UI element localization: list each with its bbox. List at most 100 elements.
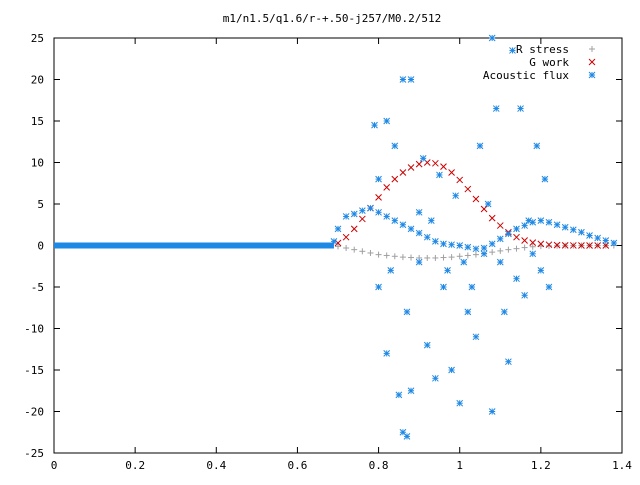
data-point-d2 [415, 229, 423, 237]
data-point-d2 [399, 76, 407, 83]
data-point [448, 169, 455, 176]
data-point [505, 246, 512, 253]
x-tick-label: 0.4 [206, 459, 226, 472]
data-point-d2 [342, 233, 350, 241]
x-tick-label: 1 [456, 459, 463, 472]
data-point-d2 [488, 34, 496, 42]
data-point [440, 163, 447, 171]
data-point-d2 [423, 233, 431, 241]
data-point-d2 [496, 222, 504, 229]
legend-label: R stress [516, 43, 569, 56]
legend-marker-d2 [588, 58, 596, 66]
data-point-d2 [407, 225, 415, 233]
data-point [391, 175, 399, 183]
data-point-d2 [586, 242, 593, 249]
data-point-d2 [561, 223, 569, 231]
data-point-d2 [496, 258, 504, 266]
data-point [497, 247, 504, 254]
data-point [594, 242, 602, 249]
data-point [375, 175, 382, 183]
data-point [359, 248, 366, 255]
data-point-d2 [440, 163, 447, 171]
data-point [545, 241, 553, 249]
data-point [464, 185, 472, 193]
data-point [472, 245, 480, 253]
data-point [496, 222, 504, 229]
data-point [452, 192, 460, 200]
data-point [569, 226, 577, 234]
data-point-d2 [529, 250, 537, 258]
data-point [358, 207, 366, 214]
data-point [545, 283, 553, 291]
data-point-d2 [358, 207, 366, 214]
data-point-d2 [403, 433, 411, 440]
data-point [578, 242, 585, 249]
data-point-d2 [561, 241, 569, 249]
data-point-d2 [513, 275, 520, 283]
data-point-d2 [423, 341, 431, 349]
data-point [391, 142, 399, 150]
data-point-d2 [342, 213, 350, 220]
data-point [537, 217, 545, 224]
data-point-d2 [488, 214, 496, 222]
data-point [513, 233, 520, 241]
x-tick-label: 1.2 [531, 459, 551, 472]
data-point-d2 [415, 160, 423, 168]
data-point-d2 [517, 105, 524, 112]
data-point [367, 204, 374, 212]
data-point-d2 [553, 221, 561, 229]
data-point [537, 267, 545, 274]
data-point [399, 428, 407, 436]
data-point [391, 217, 399, 224]
data-point-d2 [448, 169, 455, 176]
data-point-d2 [569, 242, 577, 249]
data-point [395, 391, 403, 399]
data-point-d2 [358, 215, 366, 223]
data-point-d2 [407, 76, 415, 83]
data-point [488, 408, 496, 415]
data-point-d2 [419, 154, 427, 162]
data-point [533, 142, 541, 150]
data-point [415, 208, 423, 216]
legend-marker-d2 [588, 71, 596, 79]
data-point-d2 [476, 142, 484, 150]
data-point-d2 [578, 228, 585, 236]
series-acoustic-flux [54, 34, 618, 440]
data-point-d2 [391, 175, 399, 183]
data-point-d2 [537, 217, 545, 224]
data-point-d2 [371, 121, 378, 129]
data-point [403, 308, 411, 316]
data-point [432, 374, 439, 382]
data-point-d2 [537, 240, 545, 248]
x-tick-label: 0.8 [369, 459, 389, 472]
data-point-d2 [436, 171, 443, 179]
data-point [464, 243, 472, 251]
data-point [383, 184, 391, 191]
data-point [500, 308, 508, 316]
data-point-d2 [383, 213, 391, 220]
legend-marker [589, 46, 595, 52]
data-point [505, 230, 512, 238]
data-point [424, 254, 431, 261]
data-point [545, 242, 552, 249]
data-point-d2 [594, 234, 602, 242]
data-point-d2 [383, 184, 391, 191]
data-point-d2 [509, 47, 516, 54]
data-point [489, 249, 496, 256]
data-point-d2 [496, 235, 504, 243]
data-point [513, 225, 520, 233]
data-point-d2 [529, 239, 537, 246]
data-point [521, 244, 528, 251]
x-tick-label: 1.4 [612, 459, 632, 472]
data-point [488, 214, 496, 222]
data-point [586, 242, 593, 249]
data-point [358, 215, 366, 223]
data-point-d2 [472, 195, 480, 203]
data-point-d2 [521, 291, 528, 299]
data-point [427, 217, 435, 224]
data-point-d2 [460, 258, 468, 266]
data-point [375, 208, 382, 216]
data-point-d2 [602, 237, 610, 244]
